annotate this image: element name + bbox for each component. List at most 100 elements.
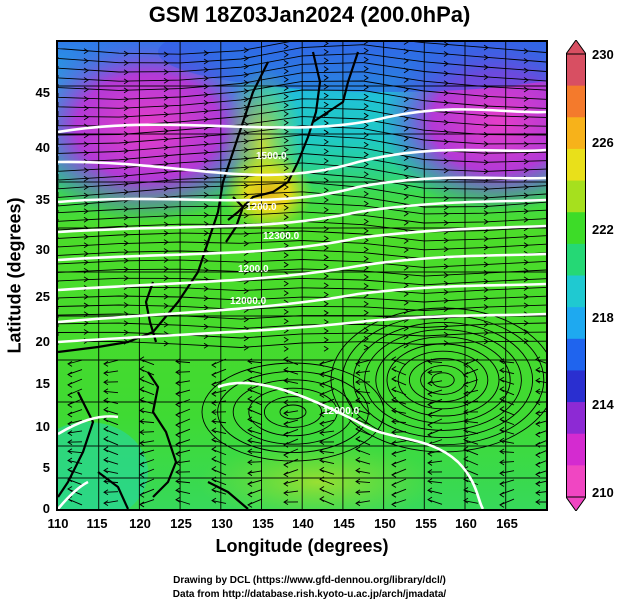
wind-arrow bbox=[243, 288, 249, 294]
wind-arrow bbox=[67, 369, 83, 378]
vortex-streamline bbox=[364, 329, 522, 431]
wind-arrow bbox=[499, 498, 515, 508]
wind-arrow bbox=[443, 139, 449, 145]
colorbar-cell bbox=[566, 275, 586, 308]
wind-arrow bbox=[283, 165, 289, 172]
wind-arrow bbox=[243, 129, 249, 136]
wind-arrow bbox=[323, 319, 329, 325]
wind-arrow bbox=[83, 302, 89, 309]
wind-arrow bbox=[175, 449, 191, 457]
wind-arrow bbox=[203, 58, 209, 65]
wind-arrow bbox=[483, 44, 489, 51]
wind-arrow bbox=[319, 430, 335, 436]
wind-arrow bbox=[483, 270, 489, 276]
y-tick-label: 45 bbox=[35, 85, 50, 100]
wind-arrow bbox=[211, 476, 227, 486]
wind-arrow bbox=[163, 51, 169, 58]
wind-arrow bbox=[103, 406, 119, 415]
wind-arrow bbox=[103, 456, 119, 465]
wind-arrow bbox=[211, 358, 227, 368]
wind-arrow bbox=[523, 192, 529, 199]
wind-arrow bbox=[323, 48, 329, 55]
wind-arrow bbox=[443, 60, 449, 67]
wind-arrow bbox=[123, 60, 129, 66]
wind-arrow bbox=[103, 370, 119, 376]
wind-arrow bbox=[139, 396, 155, 405]
wind-arrow bbox=[211, 389, 227, 397]
wind-arrow bbox=[243, 80, 249, 86]
wind-arrow bbox=[499, 367, 515, 375]
wind-arrow bbox=[139, 386, 155, 396]
wind-arrow bbox=[283, 174, 289, 181]
wind-arrow bbox=[203, 342, 209, 349]
wind-arrow bbox=[83, 132, 89, 139]
colorbar-cell bbox=[566, 148, 586, 182]
wind-arrow bbox=[363, 200, 369, 207]
wind-arrow bbox=[175, 496, 191, 505]
wind-arrow bbox=[363, 190, 369, 197]
wind-arrow bbox=[123, 50, 129, 57]
wind-arrow bbox=[403, 86, 409, 93]
wind-arrow bbox=[243, 155, 249, 162]
wind-arrow bbox=[283, 419, 299, 427]
streamline bbox=[58, 277, 546, 286]
wind-arrow bbox=[363, 65, 369, 72]
wind-arrow bbox=[535, 388, 546, 395]
taiwan-coast bbox=[144, 281, 158, 343]
wind-arrow bbox=[163, 160, 169, 167]
wind-arrow bbox=[123, 275, 129, 282]
wind-arrow bbox=[283, 346, 289, 352]
wind-arrow bbox=[203, 257, 209, 264]
wind-arrow bbox=[523, 242, 529, 249]
wind-arrow bbox=[163, 293, 169, 300]
x-tick-label: 110 bbox=[47, 516, 69, 531]
x-tick-label: 130 bbox=[211, 516, 233, 531]
wind-arrow bbox=[67, 359, 83, 367]
wind-arrow bbox=[83, 242, 89, 249]
wind-arrow bbox=[175, 369, 191, 376]
wind-arrow bbox=[203, 323, 209, 330]
wind-arrow bbox=[523, 216, 529, 223]
wind-arrow bbox=[283, 76, 289, 83]
wind-arrow bbox=[175, 380, 191, 387]
wind-arrow bbox=[535, 377, 546, 384]
wind-arrow bbox=[163, 136, 169, 143]
wind-arrow bbox=[363, 112, 369, 119]
wind-arrow bbox=[103, 489, 119, 496]
wind-arrow bbox=[523, 67, 529, 74]
wind-arrow bbox=[283, 410, 299, 417]
colorbar-min-triangle bbox=[566, 496, 586, 511]
wind-arrow bbox=[363, 237, 369, 244]
wind-arrow bbox=[499, 448, 515, 455]
wind-arrow bbox=[463, 497, 479, 504]
wind-arrow bbox=[247, 498, 263, 508]
wind-arrow bbox=[103, 426, 119, 436]
wind-arrow bbox=[523, 48, 529, 55]
wind-arrow bbox=[243, 297, 249, 304]
wind-arrow bbox=[323, 101, 329, 108]
wind-arrow bbox=[139, 468, 155, 478]
wind-arrow bbox=[139, 449, 155, 457]
wind-arrow bbox=[163, 111, 169, 118]
wind-arrow bbox=[403, 67, 409, 74]
wind-arrow bbox=[163, 248, 169, 254]
colorbar-cell bbox=[566, 307, 586, 340]
wind-arrow bbox=[355, 370, 371, 376]
wind-arrow bbox=[247, 358, 263, 365]
vortex-streamline bbox=[232, 379, 354, 445]
wind-arrow bbox=[283, 490, 299, 496]
wind-arrow bbox=[83, 86, 89, 93]
wind-arrow bbox=[283, 51, 289, 58]
wind-arrow bbox=[67, 448, 83, 455]
vortex-streamline bbox=[408, 357, 478, 403]
wind-arrow bbox=[463, 487, 479, 495]
wind-arrow bbox=[283, 242, 289, 249]
vortex-streamline bbox=[397, 350, 489, 410]
wind-arrow bbox=[443, 195, 449, 202]
wind-arrow bbox=[355, 436, 371, 446]
wind-arrow bbox=[83, 329, 89, 335]
contour-label: 12300.0 bbox=[263, 231, 300, 242]
x-tick-label: 115 bbox=[86, 516, 108, 531]
wind-arrow bbox=[211, 497, 227, 504]
map-plot-area: 1500.0 1200.0 12300.0 1200.0 12000.0 120… bbox=[56, 40, 548, 511]
